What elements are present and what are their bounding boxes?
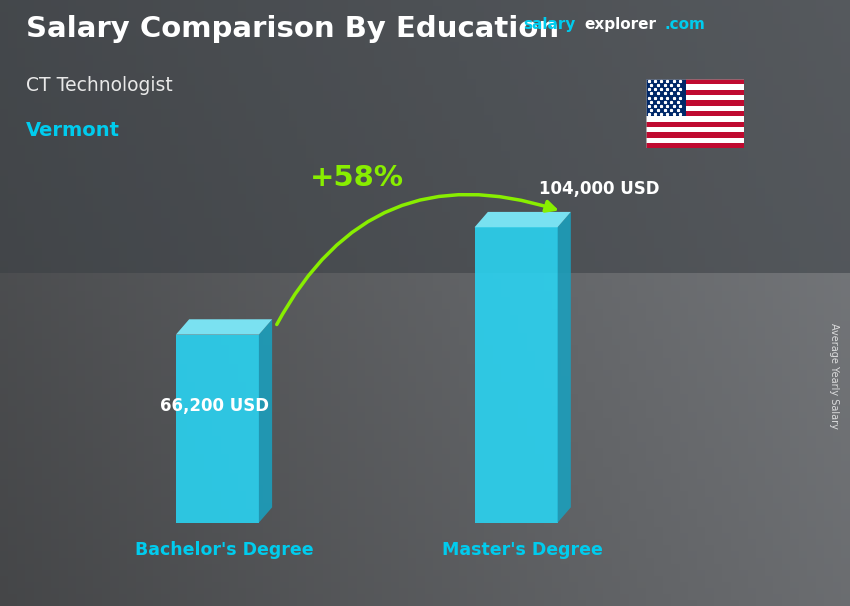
Text: salary: salary bbox=[523, 17, 575, 32]
Polygon shape bbox=[474, 212, 571, 227]
FancyArrowPatch shape bbox=[277, 195, 555, 324]
Bar bbox=[646, 100, 744, 105]
Text: 104,000 USD: 104,000 USD bbox=[539, 180, 660, 198]
Bar bbox=[646, 138, 744, 143]
Bar bbox=[646, 95, 744, 100]
Polygon shape bbox=[558, 212, 571, 522]
Text: Master's Degree: Master's Degree bbox=[442, 541, 604, 559]
Bar bbox=[474, 227, 558, 522]
Text: Salary Comparison By Education: Salary Comparison By Education bbox=[26, 15, 558, 43]
Bar bbox=[646, 127, 744, 132]
Bar bbox=[646, 105, 744, 111]
Bar bbox=[646, 143, 744, 148]
Text: Bachelor's Degree: Bachelor's Degree bbox=[134, 541, 314, 559]
Text: Vermont: Vermont bbox=[26, 121, 120, 140]
Text: .com: .com bbox=[665, 17, 706, 32]
Polygon shape bbox=[259, 319, 272, 522]
Bar bbox=[646, 79, 744, 84]
Bar bbox=[176, 335, 259, 522]
Bar bbox=[646, 79, 686, 116]
Polygon shape bbox=[176, 319, 272, 335]
Text: +58%: +58% bbox=[309, 164, 404, 192]
Bar bbox=[646, 116, 744, 122]
Bar bbox=[646, 122, 744, 127]
Text: explorer: explorer bbox=[585, 17, 657, 32]
Text: Average Yearly Salary: Average Yearly Salary bbox=[829, 323, 839, 428]
Text: CT Technologist: CT Technologist bbox=[26, 76, 173, 95]
Text: 66,200 USD: 66,200 USD bbox=[160, 397, 269, 415]
Bar bbox=[646, 90, 744, 95]
Bar bbox=[646, 111, 744, 116]
Bar bbox=[646, 84, 744, 90]
Bar bbox=[646, 132, 744, 138]
